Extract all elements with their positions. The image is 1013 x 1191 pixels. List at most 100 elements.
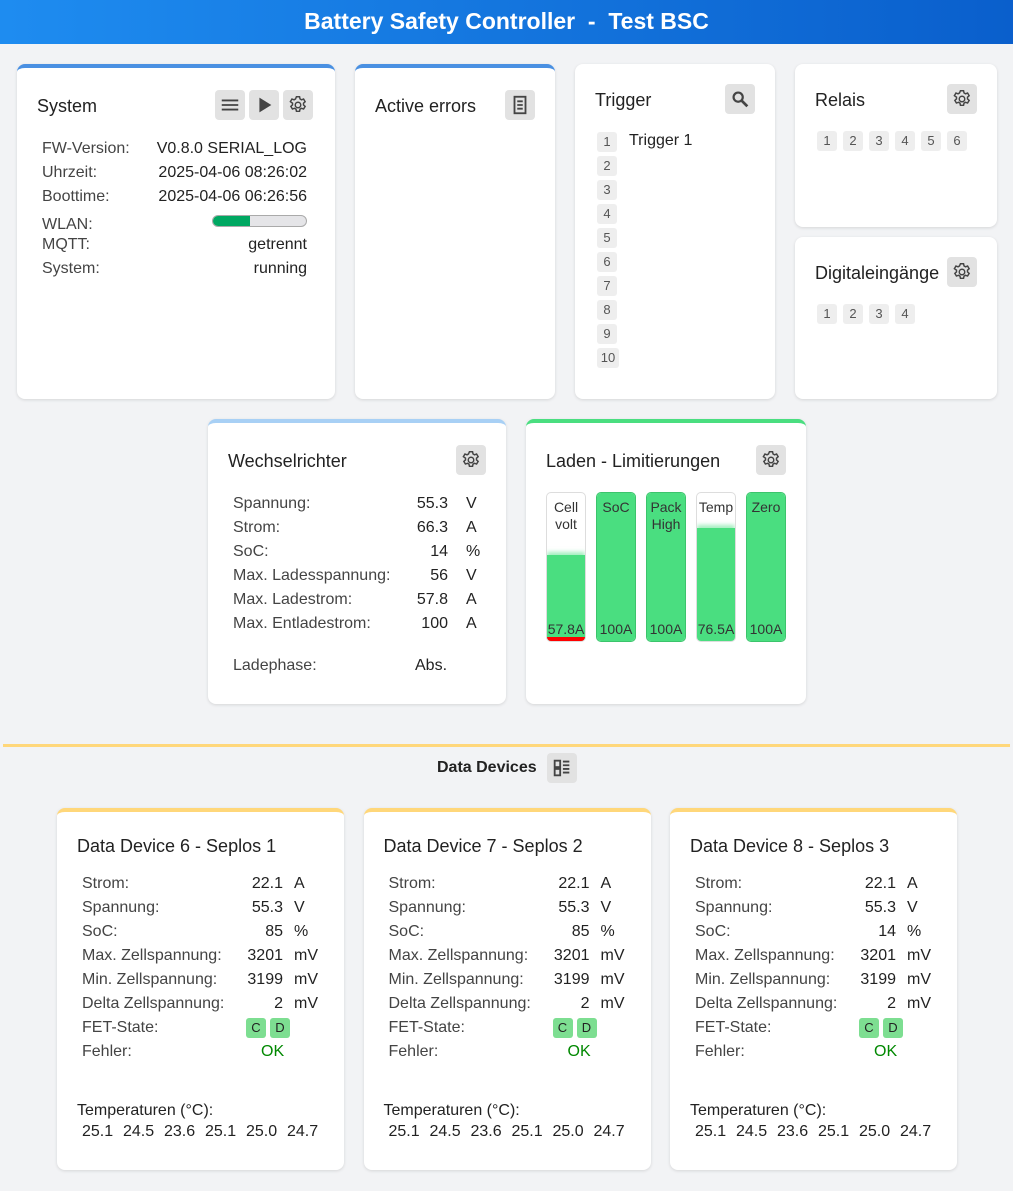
digital-input-badge[interactable]: 3 xyxy=(869,304,889,324)
system-row: Uhrzeit: 2025-04-06 08:26:02 xyxy=(42,161,307,185)
temperature-value: 25.1 xyxy=(695,1123,727,1140)
trigger-number-badge[interactable]: 7 xyxy=(597,276,617,296)
row-value: 66.3 xyxy=(416,519,448,536)
row-unit: mV xyxy=(907,995,931,1012)
inverter-card: Wechselrichter Spannung: 55.3 V Strom: 66.3 A… xyxy=(208,419,506,704)
row-label: Delta Zellspannung: xyxy=(695,995,838,1012)
trigger-number-badge[interactable]: 8 xyxy=(597,300,617,320)
row-value: 100 xyxy=(421,615,448,632)
trigger-number-badge[interactable]: 5 xyxy=(597,228,617,248)
row-label: Fehler: xyxy=(695,1043,745,1060)
row-value: 55.3 xyxy=(251,899,283,916)
inverter-row: Strom: 66.3 A xyxy=(233,516,483,540)
digital-input-badge[interactable]: 2 xyxy=(843,304,863,324)
device-row: SoC: 85% xyxy=(82,920,332,944)
trigger-number-badge[interactable]: 2 xyxy=(597,156,617,176)
row-value: OK xyxy=(874,1043,898,1060)
system-row-wlan: WLAN: xyxy=(42,213,307,237)
trigger-number-badge[interactable]: 10 xyxy=(597,348,619,368)
inverter-settings-button[interactable] xyxy=(456,445,486,475)
trigger-number-badge[interactable]: 4 xyxy=(597,204,617,224)
digital-settings-button[interactable] xyxy=(947,257,977,287)
card-title: Data Device 6 - Seplos 1 xyxy=(77,836,277,856)
system-row: FW-Version: V0.8.0 SERIAL_LOG xyxy=(42,137,307,161)
trigger-number-badge[interactable]: 6 xyxy=(597,252,617,272)
temperature-value: 23.6 xyxy=(470,1123,502,1140)
device-row: Min. Zellspannung: 3199 mV xyxy=(82,968,332,992)
device-row: Strom: 22.1 A xyxy=(695,872,945,896)
bar-fill xyxy=(697,527,735,641)
temperature-value: 23.6 xyxy=(164,1123,196,1140)
wlan-signal-fill xyxy=(213,216,251,226)
row-value: 55.3 xyxy=(864,899,896,916)
row-label: Strom: xyxy=(82,875,130,892)
trigger-number-badge[interactable]: 9 xyxy=(597,324,617,344)
trigger-search-button[interactable] xyxy=(725,84,755,114)
fet-state-badge: D xyxy=(270,1018,290,1038)
row-unit: mV xyxy=(294,995,318,1012)
row-label: Spannung: xyxy=(388,899,466,916)
device-row: Spannung: 55.3 V xyxy=(82,896,332,920)
row-label: Min. Zellspannung: xyxy=(695,971,831,988)
trigger-number-badge[interactable]: 3 xyxy=(597,180,617,200)
row-value: 22.1 xyxy=(251,875,283,892)
row-unit: A xyxy=(600,875,612,892)
row-label: SoC: xyxy=(233,543,269,560)
device-row-error: Fehler: OK xyxy=(389,1040,639,1064)
relay-badge[interactable]: 3 xyxy=(869,131,889,151)
row-label: Delta Zellspannung: xyxy=(388,995,531,1012)
temperature-value: 24.7 xyxy=(593,1123,625,1140)
device-row: Max. Zellspannung: 3201 mV xyxy=(389,944,639,968)
device-row: Min. Zellspannung: 3199 mV xyxy=(389,968,639,992)
search-icon xyxy=(732,91,749,108)
relay-badge[interactable]: 6 xyxy=(947,131,967,151)
row-label: SoC: xyxy=(82,923,118,940)
card-title: Laden - Limitierungen xyxy=(546,451,721,471)
row-label: Fehler: xyxy=(82,1043,132,1060)
relay-badge[interactable]: 2 xyxy=(843,131,863,151)
gear-icon xyxy=(953,90,971,107)
wlan-signal-bar xyxy=(212,215,307,227)
section-divider xyxy=(3,744,1010,747)
row-value: running xyxy=(253,260,307,277)
row-label: Max. Ladesspannung: xyxy=(233,567,391,584)
play-icon xyxy=(259,97,272,113)
charge-limit-bar: Zero 100A xyxy=(746,492,786,642)
row-unit: A xyxy=(466,519,477,536)
card-title: Active errors xyxy=(375,96,477,116)
menu-button[interactable] xyxy=(215,90,245,120)
charge-limit-bar: Cell volt 57.8A xyxy=(546,492,586,642)
row-unit: % xyxy=(294,923,309,940)
row-unit: mV xyxy=(907,971,931,988)
charge-settings-button[interactable] xyxy=(756,445,786,475)
row-unit: V xyxy=(466,567,477,584)
temperature-value: 24.5 xyxy=(123,1123,155,1140)
data-device-card: Data Device 8 - Seplos 3 Strom: 22.1 A Spann… xyxy=(670,808,957,1170)
digital-input-badge[interactable]: 1 xyxy=(817,304,837,324)
relay-badge[interactable]: 5 xyxy=(921,131,941,151)
device-row-error: Fehler: OK xyxy=(695,1040,945,1064)
relay-badge[interactable]: 4 xyxy=(895,131,915,151)
row-unit: A xyxy=(907,875,918,892)
error-log-button[interactable] xyxy=(505,90,535,120)
row-unit: V xyxy=(600,899,612,916)
device-row: Strom: 22.1 A xyxy=(389,872,639,896)
relay-badge[interactable]: 1 xyxy=(817,131,837,151)
relais-settings-button[interactable] xyxy=(947,84,977,114)
bar-value: 76.5A xyxy=(697,621,735,637)
bar-fill xyxy=(747,493,785,641)
trigger-name[interactable]: Trigger 1 xyxy=(629,132,693,149)
gear-icon xyxy=(289,96,307,113)
device-row: SoC: 14% xyxy=(695,920,945,944)
view-toggle-button[interactable] xyxy=(547,753,577,783)
settings-button[interactable] xyxy=(283,90,313,120)
card-title: Digitaleingänge xyxy=(815,263,940,283)
play-button[interactable] xyxy=(249,90,279,120)
row-label: MQTT: xyxy=(42,236,90,253)
row-unit: mV xyxy=(294,971,318,988)
temperature-value: 24.5 xyxy=(736,1123,768,1140)
temperature-value: 25.0 xyxy=(552,1123,584,1140)
device-row: Spannung: 55.3 V xyxy=(695,896,945,920)
trigger-number-badge[interactable]: 1 xyxy=(597,132,617,152)
digital-input-badge[interactable]: 4 xyxy=(895,304,915,324)
